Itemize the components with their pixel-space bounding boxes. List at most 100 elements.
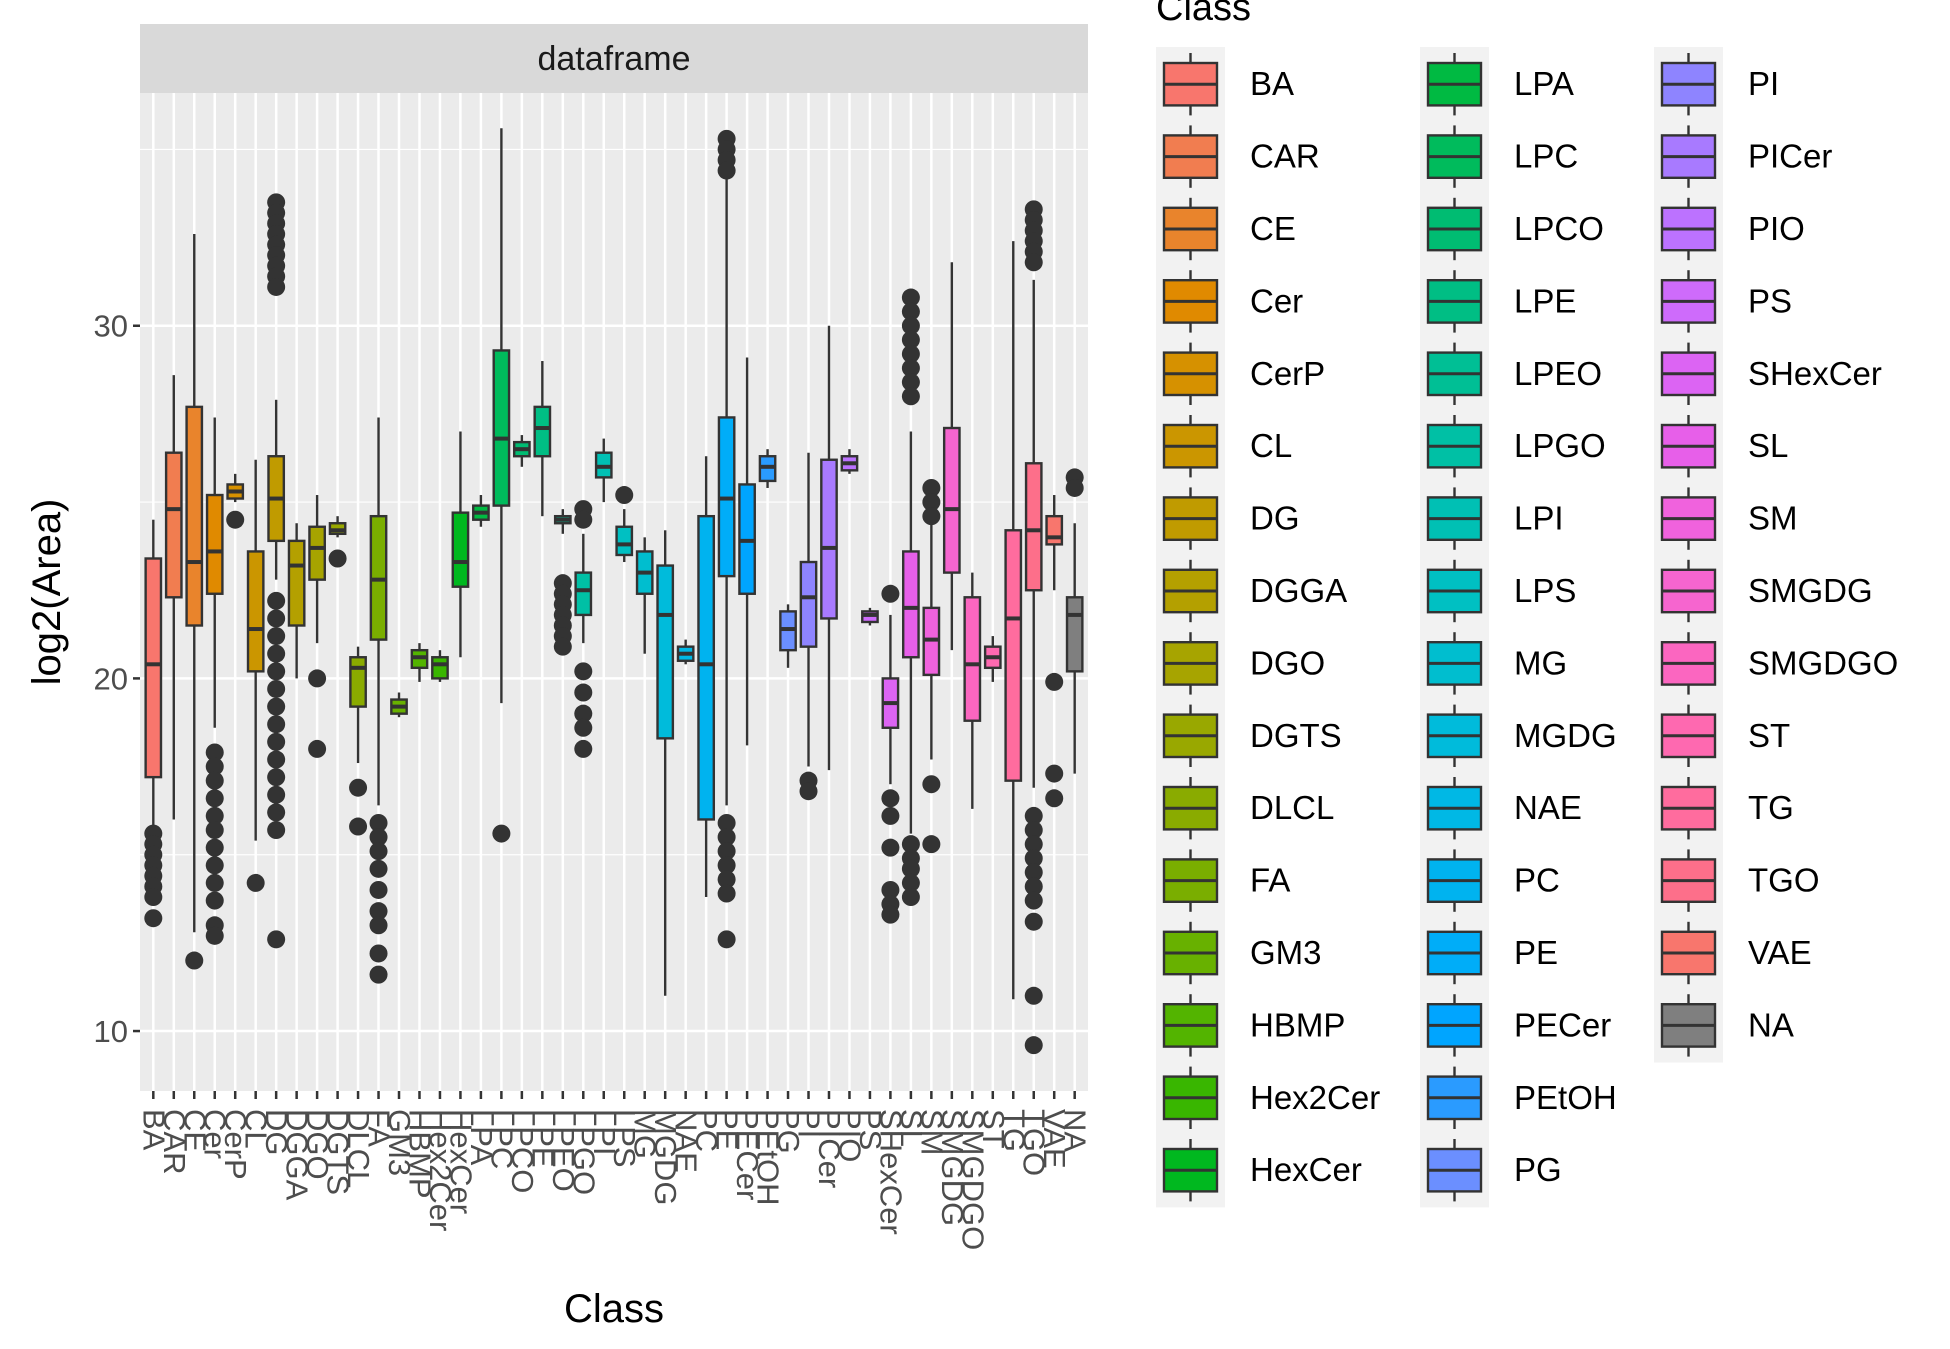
x-tick-label: GM3 (382, 1109, 417, 1176)
legend-label: PIO (1748, 210, 1805, 247)
box-shexcer (881, 584, 900, 924)
legend-label: PE (1514, 934, 1558, 971)
legend-label: LPCO (1514, 210, 1604, 247)
legend-label: VAE (1748, 934, 1812, 971)
x-tick-label: BA (136, 1109, 171, 1151)
legend-item-st: ST (1660, 704, 1790, 767)
outlier-point (267, 662, 286, 681)
legend-item-dgts: DGTS (1162, 704, 1342, 767)
legend-label: HBMP (1250, 1006, 1345, 1043)
outlier-point (574, 662, 593, 681)
x-tick-label: TGO (1017, 1109, 1052, 1176)
outlier-point (267, 679, 286, 698)
outlier-point (901, 302, 920, 321)
x-tick-label: DGGA (280, 1109, 315, 1201)
legend-label: BA (1250, 65, 1294, 102)
outlier-point (901, 359, 920, 378)
legend-item-lpgo: LPGO (1426, 415, 1606, 478)
legend-item-pi: PI (1660, 53, 1779, 116)
box-iqr (963, 596, 982, 722)
box-iqr (287, 539, 306, 627)
legend-label: DGTS (1250, 717, 1342, 754)
box-lpc (492, 128, 511, 843)
legend-label: TG (1748, 789, 1794, 826)
box-hex2cer (431, 650, 449, 682)
outlier-point (267, 591, 286, 610)
box-iqr (697, 514, 716, 821)
outlier-point (267, 277, 286, 296)
x-tick-label: FA (362, 1109, 397, 1147)
outlier-point (205, 891, 224, 910)
legend-item-pecer: PECer (1426, 994, 1611, 1057)
x-tick-label: HBMP (402, 1109, 437, 1199)
x-tick-label: PG (771, 1109, 806, 1154)
y-axis: 10 20 30 (94, 309, 140, 1049)
outlier-point (574, 739, 593, 758)
outlier-point (308, 739, 327, 758)
legend-item-sm: SM (1660, 487, 1798, 550)
outlier-point (1024, 863, 1043, 882)
box-iqr (144, 557, 163, 779)
box-iqr (1004, 529, 1023, 782)
x-tick-label: ST (976, 1109, 1011, 1149)
legend-item-shexcer: SHexCer (1660, 342, 1882, 405)
legend-label: LPA (1514, 65, 1574, 102)
outlier-point (1024, 835, 1043, 854)
legend-label: MGDG (1514, 717, 1617, 754)
x-tick-label: MG (628, 1109, 663, 1159)
legend-label: MG (1514, 644, 1567, 681)
x-tick-label: SM (914, 1109, 949, 1156)
outlier-point (881, 838, 900, 857)
outlier-point (901, 387, 920, 406)
box-dg (267, 193, 286, 949)
outlier-point (267, 821, 286, 840)
legend-label: PEtOH (1514, 1079, 1617, 1116)
outlier-point (901, 288, 920, 307)
legend-label: NAE (1514, 789, 1582, 826)
box-iqr (308, 525, 326, 581)
outlier-point (328, 549, 347, 568)
outlier-point (922, 775, 941, 794)
legend-item-vae: VAE (1660, 921, 1812, 985)
legend-item-smgdgo: SMGDGO (1660, 632, 1898, 695)
outlier-point (717, 870, 736, 889)
y-axis-title: log2(Area) (25, 499, 69, 686)
x-tick-label: SHexCer (873, 1109, 908, 1235)
legend-label: GM3 (1250, 934, 1322, 971)
outlier-point (717, 161, 736, 180)
x-tick-label: LPGO (566, 1109, 601, 1195)
outlier-point (349, 778, 368, 797)
box-vae (1045, 495, 1064, 808)
legend-item-ps: PS (1660, 270, 1792, 333)
outlier-point (369, 859, 388, 878)
y-tick-label: 10 (94, 1014, 128, 1049)
box-lpa (472, 495, 490, 527)
legend-item-tgo: TGO (1660, 849, 1820, 912)
legend-label: SMGDG (1748, 572, 1873, 609)
outlier-point (881, 584, 900, 603)
x-tick-label: CAR (157, 1109, 192, 1174)
outlier-point (901, 344, 920, 363)
x-axis-title: Class (564, 1287, 664, 1331)
legend-label: DLCL (1250, 789, 1334, 826)
box-iqr (615, 525, 634, 557)
legend-item-lpeo: LPEO (1426, 342, 1602, 405)
outlier-point (881, 806, 900, 825)
outlier-point (1045, 764, 1064, 783)
box-iqr (246, 550, 265, 673)
legend-label: NA (1748, 1006, 1794, 1043)
legend-item-dgga: DGGA (1162, 559, 1347, 623)
outlier-point (267, 732, 286, 751)
box-pi (799, 452, 818, 801)
boxes (144, 128, 1084, 1055)
x-tick-label: PIO (832, 1109, 867, 1162)
legend-label: LPC (1514, 138, 1578, 175)
outlier-point (369, 916, 388, 935)
box-na (1065, 468, 1084, 774)
x-tick-label: LPC (484, 1109, 519, 1169)
outlier-point (1045, 789, 1064, 808)
outlier-point (267, 768, 286, 787)
x-tick-label: CL (239, 1109, 274, 1149)
box-tgo (1024, 200, 1043, 1055)
outlier-point (922, 507, 941, 526)
